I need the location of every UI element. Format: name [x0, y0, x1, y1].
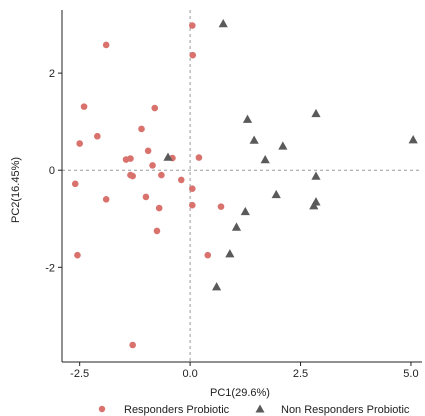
point-responder-0 [102, 41, 110, 49]
point-responder-7 [138, 125, 145, 133]
point-non-responder-7 [163, 152, 173, 161]
point-non-responder-11 [309, 201, 319, 210]
point-responder-26 [204, 251, 212, 259]
point-responder-13 [149, 162, 156, 169]
point-responder-3 [80, 103, 88, 110]
y-tick-label-2: 2 [49, 68, 55, 80]
legend-label-non-responders: Non Responders Probiotic [281, 404, 410, 416]
x-tick-label-3: 5.0 [403, 368, 418, 380]
point-responder-22 [189, 201, 196, 209]
point-non-responder-8 [311, 171, 321, 180]
point-responder-15 [129, 172, 136, 180]
point-responder-27 [74, 251, 81, 259]
point-non-responder-14 [225, 249, 235, 258]
axes: -2.5 0.0 2.5 5.0 -2 0 2 [45, 10, 422, 380]
y-axis-title: PC2(16.45%) [10, 157, 22, 223]
x-axis-title: PC1(29.6%) [210, 387, 270, 399]
x-tick-label-1: 0.0 [182, 368, 197, 380]
legend-marker-responders [98, 405, 106, 413]
point-responder-20 [142, 193, 150, 201]
point-responder-24 [217, 203, 225, 210]
point-non-responder-1 [242, 114, 253, 123]
point-responder-10 [144, 147, 152, 155]
point-non-responder-6 [260, 154, 270, 164]
point-non-responder-12 [240, 206, 250, 216]
y-tick-label-0: -2 [45, 262, 55, 274]
point-non-responder-15 [212, 282, 222, 291]
point-responder-28 [129, 341, 136, 349]
legend-label-responders: Responders Probiotic [124, 404, 230, 416]
point-non-responder-9 [271, 189, 281, 199]
y-tick-label-1: 0 [49, 165, 55, 177]
point-responder-6 [94, 132, 101, 140]
point-responder-2 [189, 51, 197, 59]
point-responder-17 [177, 176, 185, 184]
x-tick-label-2: 2.5 [293, 368, 308, 380]
point-responder-4 [151, 104, 159, 112]
point-responder-19 [189, 185, 196, 192]
reference-lines [62, 10, 422, 362]
point-responder-18 [71, 180, 79, 188]
point-responder-16 [158, 171, 165, 179]
point-non-responder-3 [249, 135, 259, 144]
point-responder-21 [102, 196, 110, 203]
point-non-responder-13 [231, 222, 242, 231]
point-non-responder-2 [311, 108, 321, 118]
point-responder-1 [189, 22, 196, 29]
point-responder-5 [76, 140, 83, 147]
point-responder-9 [127, 155, 134, 162]
legend-marker-non-responders [255, 404, 265, 413]
point-non-responder-5 [408, 135, 418, 144]
x-tick-label-0: -2.5 [70, 368, 89, 380]
point-non-responder-4 [278, 141, 288, 150]
point-non-responder-0 [218, 18, 228, 28]
data-points [71, 18, 418, 349]
point-responder-12 [195, 154, 203, 161]
point-responder-25 [153, 227, 161, 235]
point-responder-23 [155, 204, 163, 212]
legend: Responders Probiotic Non Responders Prob… [98, 404, 410, 416]
